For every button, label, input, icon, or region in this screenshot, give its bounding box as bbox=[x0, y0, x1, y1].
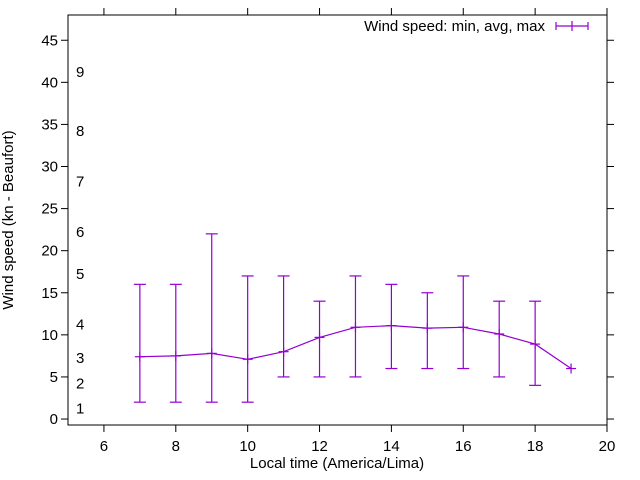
y-tick-label: 5 bbox=[50, 369, 58, 386]
y-tick-label: 25 bbox=[41, 201, 58, 218]
y-tick-label: 20 bbox=[41, 243, 58, 260]
x-tick-label: 8 bbox=[172, 438, 180, 455]
beaufort-tick-label: 7 bbox=[76, 173, 84, 190]
beaufort-tick-label: 9 bbox=[76, 64, 84, 81]
x-tick-label: 14 bbox=[383, 438, 400, 455]
y-tick-label: 35 bbox=[41, 116, 58, 133]
beaufort-tick-label: 5 bbox=[76, 266, 84, 283]
y-tick-label: 45 bbox=[41, 32, 58, 49]
beaufort-tick-label: 8 bbox=[76, 123, 84, 140]
x-tick-label: 6 bbox=[100, 438, 108, 455]
y-tick-label: 10 bbox=[41, 327, 58, 344]
plot-border bbox=[67, 14, 608, 426]
beaufort-tick-label: 1 bbox=[76, 401, 84, 418]
y-tick-label: 15 bbox=[41, 285, 58, 302]
avg-line bbox=[139, 324, 572, 369]
x-tick-label: 16 bbox=[455, 438, 472, 455]
beaufort-tick-label: 3 bbox=[76, 350, 84, 367]
legend-label: Wind speed: min, avg, max bbox=[364, 18, 545, 35]
x-tick-label: 10 bbox=[239, 438, 256, 455]
beaufort-tick-label: 2 bbox=[76, 375, 84, 392]
x-tick-label: 18 bbox=[527, 438, 544, 455]
y-tick-label: 40 bbox=[41, 74, 58, 91]
chart-generated-layer: 6 8 10 12 14 16 18 2005101520253035404512345678… bbox=[41, 8, 615, 455]
x-tick-label: 12 bbox=[311, 438, 328, 455]
beaufort-tick-label: 6 bbox=[76, 224, 84, 241]
y-axis-title: Wind speed (kn - Beaufort) bbox=[0, 130, 17, 309]
x-tick-label: 20 bbox=[599, 438, 616, 455]
y-tick-label: 30 bbox=[41, 159, 58, 176]
y-tick-label: 0 bbox=[50, 411, 58, 428]
x-axis-title: Local time (America/Lima) bbox=[250, 455, 424, 472]
beaufort-tick-label: 4 bbox=[76, 316, 84, 333]
